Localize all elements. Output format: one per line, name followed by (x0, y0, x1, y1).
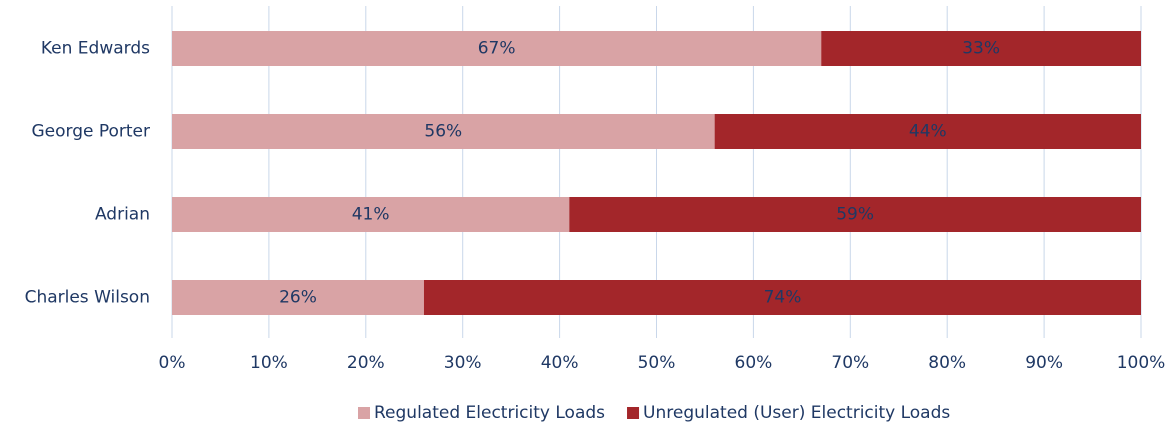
data-label: 56% (424, 122, 462, 142)
bar-segment (569, 197, 1141, 232)
y-tick-label: George Porter (31, 122, 150, 142)
legend-swatch (627, 407, 640, 419)
x-tick-label: 100% (1117, 353, 1166, 373)
x-tick-label: 20% (347, 353, 385, 373)
x-tick-label: 50% (638, 353, 676, 373)
data-label: 74% (764, 288, 802, 308)
x-tick-label: 0% (159, 353, 186, 373)
data-label: 67% (478, 39, 516, 59)
x-tick-label: 70% (831, 353, 869, 373)
data-label: 44% (909, 122, 947, 142)
bar-segment (172, 280, 424, 315)
bar-segment (423, 280, 1141, 315)
x-tick-label: 10% (250, 353, 288, 373)
bar-segment (172, 31, 822, 66)
data-label: 41% (352, 205, 390, 225)
bar-segment (172, 114, 715, 149)
legend-label: Regulated Electricity Loads (374, 403, 605, 423)
data-label: 26% (279, 288, 317, 308)
bar-segment (821, 31, 1141, 66)
x-tick-label: 40% (541, 353, 579, 373)
bar-segment (172, 197, 570, 232)
bar-segment (714, 114, 1141, 149)
y-tick-label: Ken Edwards (41, 39, 150, 59)
y-tick-label: Adrian (95, 205, 150, 225)
data-label: 59% (836, 205, 874, 225)
legend-label: Unregulated (User) Electricity Loads (643, 403, 950, 423)
x-tick-label: 60% (735, 353, 773, 373)
data-label: 33% (962, 39, 1000, 59)
x-tick-label: 80% (928, 353, 966, 373)
x-tick-label: 30% (444, 353, 482, 373)
x-tick-label: 90% (1025, 353, 1063, 373)
legend-swatch (358, 407, 370, 419)
y-tick-label: Charles Wilson (25, 288, 150, 308)
